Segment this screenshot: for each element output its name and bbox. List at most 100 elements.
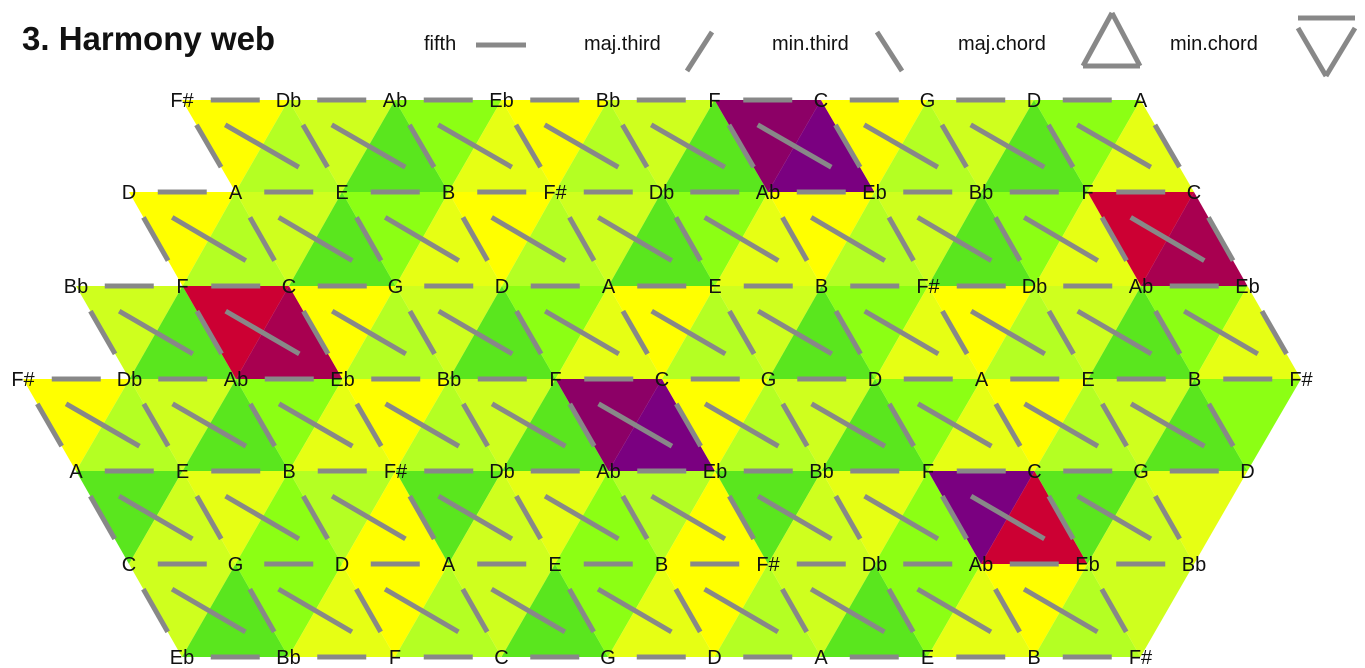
minor-chord-triangle xyxy=(608,564,715,657)
min-third-edge xyxy=(620,494,650,541)
minor-chord-triangle xyxy=(928,192,1035,286)
maj-third-edge xyxy=(277,586,354,635)
minor-chord-triangle xyxy=(1034,379,1141,471)
note-label: Eb xyxy=(1235,276,1259,298)
major-chord-triangle xyxy=(928,471,1035,564)
maj-third-edge xyxy=(863,493,940,542)
maj-third-edge xyxy=(170,586,247,635)
major-chord-triangle xyxy=(981,564,1088,657)
note-label: C xyxy=(282,276,296,298)
major-chord-triangle xyxy=(555,379,662,471)
minor-chord-triangle xyxy=(661,471,768,564)
note-label: F xyxy=(922,461,934,483)
min-third-edge xyxy=(407,494,437,541)
min-third-edge xyxy=(513,123,543,169)
major-chord-triangle xyxy=(1141,471,1248,564)
min-third-edge xyxy=(886,587,916,634)
note-label: D xyxy=(707,647,721,668)
minor-chord-triangle xyxy=(821,564,928,657)
minor-chord-triangle xyxy=(1141,192,1248,286)
note-label: A xyxy=(229,182,243,204)
note-label: Ab xyxy=(1129,276,1153,298)
maj-third-edge xyxy=(436,122,514,170)
legend-fifth-label: fifth xyxy=(424,33,457,55)
maj-third-edge xyxy=(756,493,833,542)
note-label: G xyxy=(761,369,777,391)
note-label: E xyxy=(335,182,348,204)
min-third-line-icon xyxy=(874,30,905,73)
legend-min-chord-label: min.chord xyxy=(1170,33,1258,55)
min-third-edge xyxy=(1206,216,1236,262)
min-third-edge xyxy=(886,216,916,262)
maj-third-edge xyxy=(117,493,194,542)
minor-chord-triangle xyxy=(236,286,343,379)
minor-chord-triangle xyxy=(129,471,236,564)
min-third-edge xyxy=(1046,123,1076,169)
min-third-edge xyxy=(1153,309,1183,356)
minor-chord-triangle xyxy=(768,471,875,564)
note-label: Eb xyxy=(170,647,194,668)
major-chord-triangle xyxy=(768,379,875,471)
note-label: F xyxy=(176,276,188,298)
major-chord-triangle xyxy=(502,286,609,379)
min-third-edge xyxy=(726,123,756,169)
maj-third-edge xyxy=(1022,215,1100,263)
note-label: B xyxy=(442,182,455,204)
min-third-edge xyxy=(940,309,970,356)
major-chord-triangle xyxy=(927,100,1034,192)
maj-third-edge xyxy=(862,122,940,170)
minor-chord-triangle xyxy=(342,286,449,379)
note-label: F# xyxy=(384,461,408,483)
maj-third-edge xyxy=(1129,215,1206,263)
major-chord-triangle xyxy=(821,471,928,564)
minor-chord-triangle xyxy=(662,286,769,379)
note-label: F# xyxy=(543,182,567,204)
maj-third-edge xyxy=(703,215,780,263)
minor-chord-triangle xyxy=(981,286,1088,379)
min-third-edge xyxy=(673,587,703,634)
major-chord-triangle xyxy=(875,379,982,471)
min-third-edge xyxy=(1152,123,1182,169)
major-chord-triangle xyxy=(608,100,715,192)
maj-third-edge xyxy=(703,401,780,449)
minor-chord-triangle xyxy=(289,192,396,286)
min-third-edge xyxy=(460,216,490,262)
major-chord-triangle xyxy=(448,564,555,657)
maj-third-edge xyxy=(703,586,780,635)
maj-third-edge xyxy=(224,493,301,542)
minor-chord-triangle xyxy=(981,471,1088,564)
min-third-edge xyxy=(407,309,437,356)
min-third-edge xyxy=(1046,309,1076,356)
maj-third-edge xyxy=(170,215,248,263)
note-label: G xyxy=(388,276,404,298)
note-label: E xyxy=(1081,369,1094,391)
minor-chord-triangle xyxy=(1088,286,1195,379)
min-third-edge xyxy=(620,123,650,169)
tonality-color-fill xyxy=(23,100,1301,657)
maj-third-edge xyxy=(330,308,408,357)
major-chord-triangle xyxy=(1141,286,1248,379)
note-label: F# xyxy=(170,90,194,112)
major-chord-triangle xyxy=(981,379,1088,471)
minor-chord-triangle xyxy=(76,379,183,471)
note-label: C xyxy=(814,90,828,112)
major-chord-triangle xyxy=(501,100,608,192)
note-label: B xyxy=(815,276,828,298)
minor-chord-triangle xyxy=(448,100,555,192)
major-chord-triangle xyxy=(235,564,342,657)
minor-chord-triangle xyxy=(927,564,1034,657)
note-label: G xyxy=(920,90,936,112)
note-label: Eb xyxy=(1075,554,1099,576)
min-third-edge xyxy=(993,216,1023,262)
note-label: Bb xyxy=(969,182,993,204)
minor-chord-triangle xyxy=(555,100,662,192)
note-label: F# xyxy=(1129,647,1153,668)
maj-third-edge xyxy=(117,308,195,357)
note-label: Eb xyxy=(489,90,513,112)
min-third-edge xyxy=(939,123,969,169)
major-chord-triangle xyxy=(289,286,396,379)
maj-third-edge xyxy=(277,215,354,263)
note-label: D xyxy=(495,276,509,298)
note-label: Ab xyxy=(224,369,248,391)
maj-third-edge xyxy=(543,308,621,357)
